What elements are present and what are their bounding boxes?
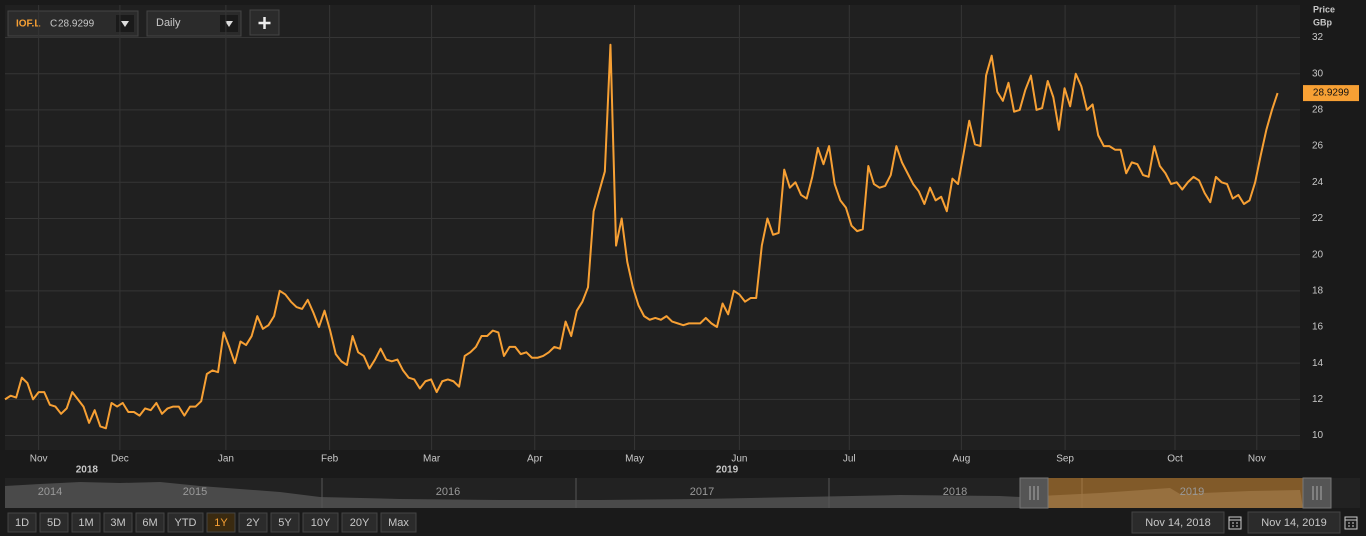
button-label: 5D [47, 517, 61, 529]
button-label: 3M [110, 517, 125, 529]
button-label: 1M [78, 517, 93, 529]
calendar-icon[interactable] [1228, 516, 1242, 530]
interval: Daily [156, 17, 181, 29]
range-button[interactable]: 3M [103, 512, 133, 533]
add-button[interactable] [249, 9, 280, 36]
ticker: IOF.L [16, 19, 40, 30]
x-tick-label: Oct [1167, 454, 1183, 465]
range-button[interactable]: 5D [39, 512, 69, 533]
button-label: 1Y [214, 517, 228, 529]
button-box [39, 512, 69, 533]
range-button[interactable]: 1D [7, 512, 37, 533]
date-from: Nov 14, 2018 [1145, 517, 1210, 529]
y-tick-label: 12 [1312, 394, 1324, 405]
x-tick-label: Mar [423, 454, 441, 465]
y-tick-label: 30 [1312, 68, 1324, 79]
navigator-year: 2016 [436, 486, 460, 498]
button-label: YTD [175, 517, 197, 529]
navigator-year: 2015 [183, 486, 207, 498]
calendar-icon[interactable] [1344, 516, 1358, 530]
dropdown-arrow [121, 21, 129, 27]
y-tick-label: 16 [1312, 322, 1324, 333]
y-tick-label: 28 [1312, 105, 1324, 116]
button-box [380, 512, 417, 533]
button-box [249, 9, 280, 36]
date-to: Nov 14, 2019 [1261, 517, 1326, 529]
button-label: 1D [15, 517, 29, 529]
button-label: 20Y [350, 517, 370, 529]
year-label: 2018 [76, 465, 99, 476]
x-tick-label: Sep [1056, 454, 1074, 465]
y-tick-label: 10 [1312, 430, 1324, 441]
range-button[interactable]: 2Y [238, 512, 268, 533]
range-button[interactable]: Max [380, 512, 417, 533]
y-tick-label: 26 [1312, 141, 1324, 152]
dropdown-arrow [225, 21, 233, 27]
navigator-year: 2019 [1180, 486, 1204, 498]
y-tick-label: 20 [1312, 249, 1324, 260]
range-button[interactable]: YTD [167, 512, 204, 533]
button-box [135, 512, 165, 533]
button-label: 6M [142, 517, 157, 529]
ticker-dropdown[interactable]: IOF.L C 28.9299 [7, 10, 139, 37]
x-tick-label: Nov [30, 454, 48, 465]
navigator-year: 2017 [690, 486, 714, 498]
button-box [167, 512, 204, 533]
button-box [341, 512, 378, 533]
y-tick-label: 22 [1312, 213, 1324, 224]
button-box [71, 512, 101, 533]
x-tick-label: May [625, 454, 644, 465]
date-field[interactable] [1247, 511, 1341, 534]
x-tick-label: Aug [952, 454, 970, 465]
x-tick-label: Nov [1248, 454, 1266, 465]
y-tick-label: 24 [1312, 177, 1324, 188]
navigator-year: 2014 [38, 486, 62, 498]
button-label: 10Y [311, 517, 331, 529]
x-tick-label: Dec [111, 454, 129, 465]
year-label: 2019 [716, 465, 739, 476]
y-axis-label: Price [1313, 4, 1335, 14]
navigator-years: 2014 2015 2016 2017 2018 2019 [38, 486, 1204, 498]
handle-grip [1029, 486, 1322, 500]
plot-area [5, 5, 1300, 450]
navigator[interactable] [5, 477, 1360, 509]
y-tick-label: 14 [1312, 358, 1324, 369]
navigator-window [1048, 478, 1303, 508]
button-box [302, 512, 339, 533]
last-price-label: 28.9299 [1313, 88, 1350, 99]
button-box [270, 512, 300, 533]
plus-icon [258, 17, 271, 29]
last-price-tag [1303, 85, 1359, 102]
button-label: Max [388, 517, 409, 529]
x-tick-label: Feb [321, 454, 339, 465]
navigator-year: 2018 [943, 486, 967, 498]
x-tick-label: Apr [527, 454, 543, 465]
range-buttons: 1D 5D 1M 3M 6M YTD 1Y 2Y 5Y 10Y 20Y Max [7, 512, 417, 533]
x-tick-label: Jun [731, 454, 747, 465]
x-tick-label: Jul [843, 454, 856, 465]
interval-dropdown[interactable]: Daily [146, 10, 242, 37]
x-tick-label: Jan [218, 454, 234, 465]
button-box [7, 512, 37, 533]
button-label: 2Y [246, 517, 260, 529]
close-prefix: C [50, 19, 57, 30]
y-axis-unit: GBp [1313, 17, 1333, 27]
range-button[interactable]: 10Y [302, 512, 339, 533]
range-button[interactable]: 1Y [206, 512, 236, 533]
button-box [238, 512, 268, 533]
price-line [4, 43, 1279, 430]
y-tick-label: 32 [1312, 32, 1324, 43]
button-label: 5Y [278, 517, 292, 529]
y-tick-label: 18 [1312, 285, 1324, 296]
close-value: 28.9299 [58, 19, 95, 30]
navigator-area [5, 482, 1303, 508]
range-button[interactable]: 5Y [270, 512, 300, 533]
button-box [103, 512, 133, 533]
date-field[interactable] [1131, 511, 1225, 534]
range-button[interactable]: 1M [71, 512, 101, 533]
button-box [206, 512, 236, 533]
range-button[interactable]: 6M [135, 512, 165, 533]
range-button[interactable]: 20Y [341, 512, 378, 533]
